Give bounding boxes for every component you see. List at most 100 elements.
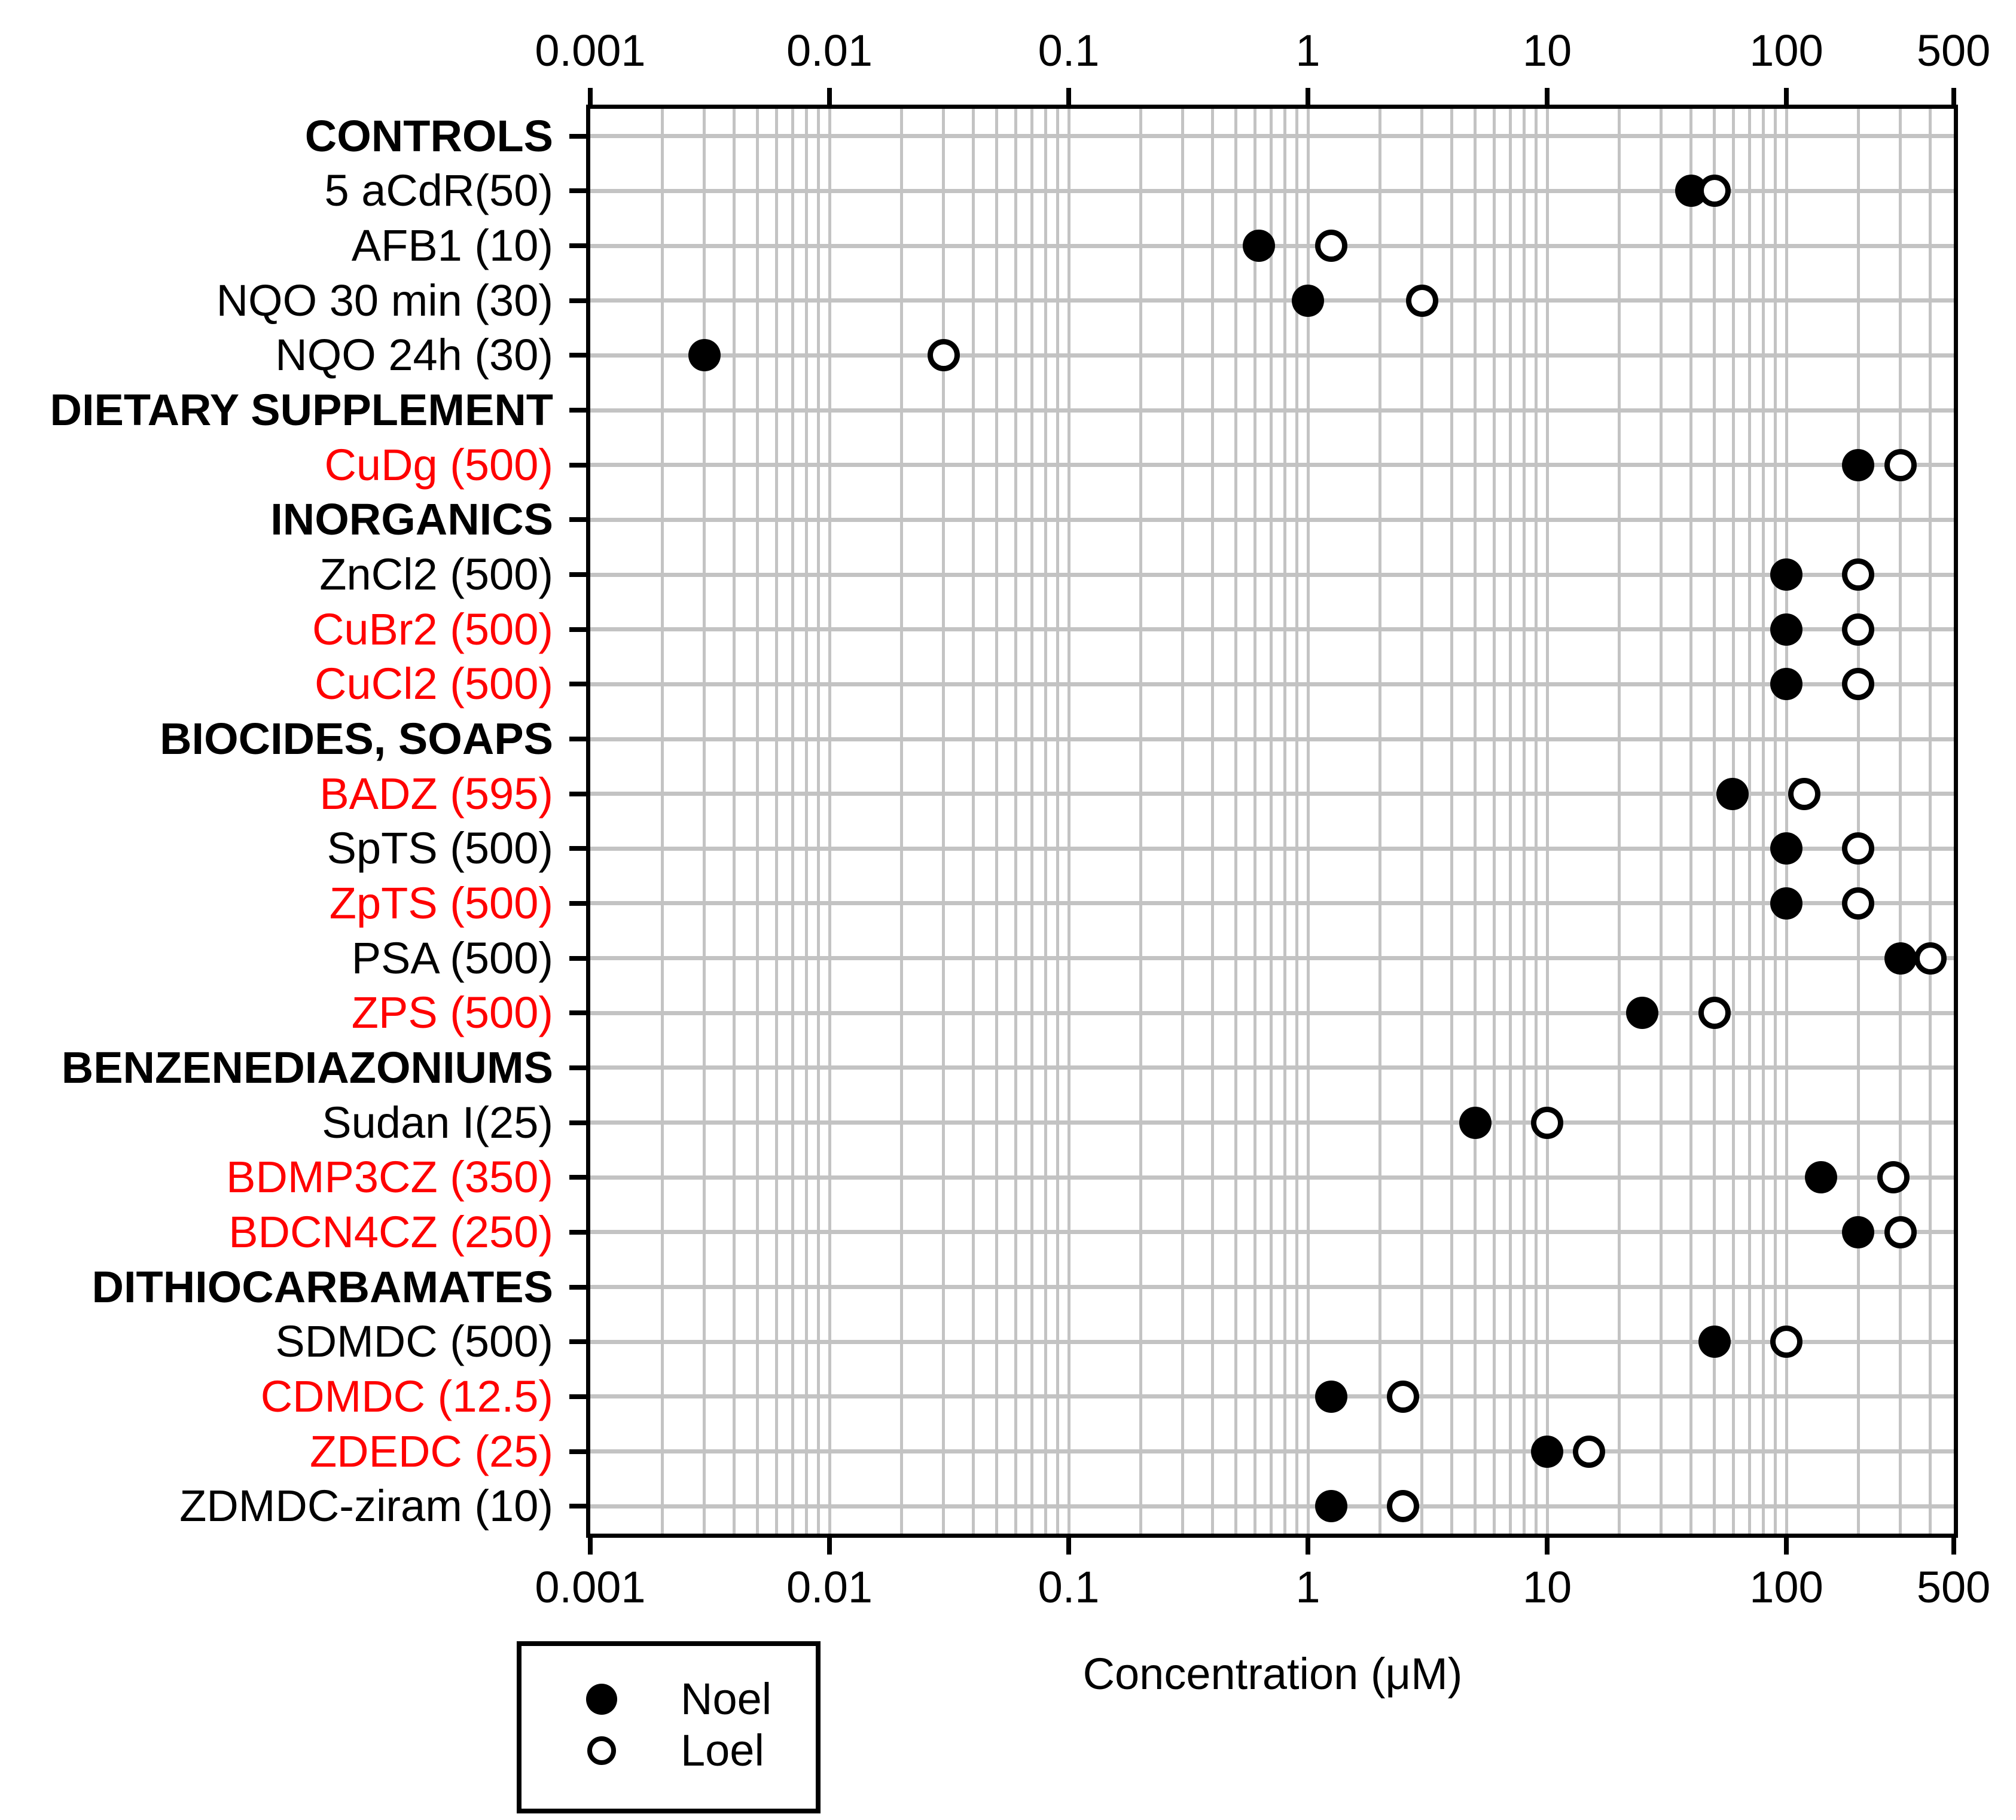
row-label: AFB1 (10) [351, 221, 553, 271]
row-gridline [590, 1339, 1954, 1344]
row-gridline [590, 134, 1954, 139]
gridline-vertical [1689, 109, 1693, 1534]
noel-point [688, 339, 721, 372]
row-gridline [590, 1504, 1954, 1508]
y-axis-tick [569, 1339, 586, 1345]
loel-point [1884, 1216, 1917, 1248]
row-gridline [590, 1175, 1954, 1180]
row-gridline [590, 1230, 1954, 1235]
noel-point [1805, 1161, 1838, 1194]
x-axis-tick-top [1066, 88, 1071, 105]
x-tick-label-top: 0.001 [535, 26, 646, 75]
row-gridline [590, 353, 1954, 358]
y-axis-tick [569, 846, 586, 851]
gridline-vertical [1774, 109, 1777, 1534]
loel-point [1405, 284, 1438, 317]
row-gridline [590, 901, 1954, 906]
gridline-vertical [1785, 109, 1788, 1534]
gridline-vertical [1253, 109, 1256, 1534]
x-tick-label-bottom: 100 [1749, 1562, 1823, 1612]
loel-point [1698, 175, 1731, 207]
y-axis-tick [569, 298, 586, 303]
gridline-vertical [1492, 109, 1496, 1534]
row-label: SDMDC (500) [275, 1317, 553, 1367]
gridline-vertical [828, 109, 831, 1534]
legend-item-label: Loel [681, 1726, 764, 1775]
x-tick-label-bottom: 500 [1916, 1562, 1991, 1612]
gridline-vertical [1856, 109, 1860, 1534]
row-gridline [590, 846, 1954, 851]
noel-point [1626, 997, 1659, 1030]
x-tick-label-top: 100 [1749, 26, 1823, 75]
row-gridline [590, 956, 1954, 961]
row-group-header: DIETARY SUPPLEMENT [50, 385, 554, 435]
noel-point [1842, 448, 1875, 481]
row-label: ZDEDC (25) [309, 1426, 553, 1476]
loel-point [1788, 777, 1821, 810]
y-axis-tick [569, 1449, 586, 1454]
noel-point [1243, 230, 1276, 262]
x-axis-tick-bottom [1545, 1538, 1550, 1555]
loel-point [927, 339, 960, 372]
legend-loel-marker-icon [587, 1736, 616, 1765]
y-axis-tick [569, 188, 586, 194]
loel-point [1842, 558, 1875, 591]
gridline-vertical [1761, 109, 1765, 1534]
gridline-vertical [1067, 109, 1070, 1534]
y-axis-tick [569, 955, 586, 961]
row-label: SpTS (500) [327, 823, 553, 874]
y-axis-tick [569, 353, 586, 358]
gridline-vertical [1283, 109, 1286, 1534]
noel-point [1459, 1106, 1492, 1139]
x-tick-label-top: 0.01 [786, 26, 873, 75]
noel-point [1292, 284, 1324, 317]
noel-point [1314, 1490, 1347, 1523]
gridline-vertical [1139, 109, 1142, 1534]
y-axis-tick [569, 682, 586, 687]
row-label: PSA (500) [351, 933, 553, 983]
loel-point [1842, 613, 1875, 646]
noel-point [1842, 1216, 1875, 1248]
y-axis-tick [569, 408, 586, 413]
y-axis-tick [569, 1010, 586, 1016]
x-tick-label-bottom: 0.01 [786, 1562, 873, 1612]
row-gridline [590, 408, 1954, 413]
row-gridline [590, 1449, 1954, 1454]
gridline-vertical [703, 109, 706, 1534]
row-gridline [590, 1394, 1954, 1399]
gridline-vertical [804, 109, 808, 1534]
x-axis-tick-bottom [1306, 1538, 1310, 1555]
x-axis-tick-top [1545, 88, 1550, 105]
gridline-vertical [1899, 109, 1902, 1534]
gridline-vertical [1211, 109, 1215, 1534]
gridline-vertical [1295, 109, 1299, 1534]
gridline-vertical [1713, 109, 1716, 1534]
gridline-vertical [1747, 109, 1751, 1534]
loel-point [1531, 1106, 1563, 1139]
row-group-header: CONTROLS [304, 111, 553, 161]
gridline-vertical [972, 109, 975, 1534]
x-axis-tick-top [827, 88, 832, 105]
loel-point [1884, 448, 1917, 481]
gridline-vertical [1660, 109, 1663, 1534]
row-gridline [590, 682, 1954, 686]
gridline-vertical [1617, 109, 1621, 1534]
gridline-vertical [942, 109, 946, 1534]
x-axis-tick-bottom [1066, 1538, 1071, 1555]
loel-point [1842, 887, 1875, 920]
gridline-vertical [1306, 109, 1310, 1534]
y-axis-tick [569, 462, 586, 468]
x-tick-label-bottom: 0.1 [1038, 1562, 1100, 1612]
row-label: ZDMDC-ziram (10) [179, 1481, 553, 1531]
x-tick-label-top: 10 [1522, 26, 1572, 75]
gridline-vertical [1234, 109, 1238, 1534]
row-gridline [590, 792, 1954, 796]
gridline-vertical [1450, 109, 1454, 1534]
x-tick-label-bottom: 10 [1522, 1562, 1572, 1612]
x-tick-label-top: 1 [1295, 26, 1320, 75]
loel-point [1770, 1326, 1802, 1358]
row-group-header: DITHIOCARBAMATES [92, 1262, 553, 1312]
y-axis-tick [569, 737, 586, 742]
x-axis-tick-bottom [1951, 1538, 1956, 1555]
row-gridline [590, 1065, 1954, 1070]
